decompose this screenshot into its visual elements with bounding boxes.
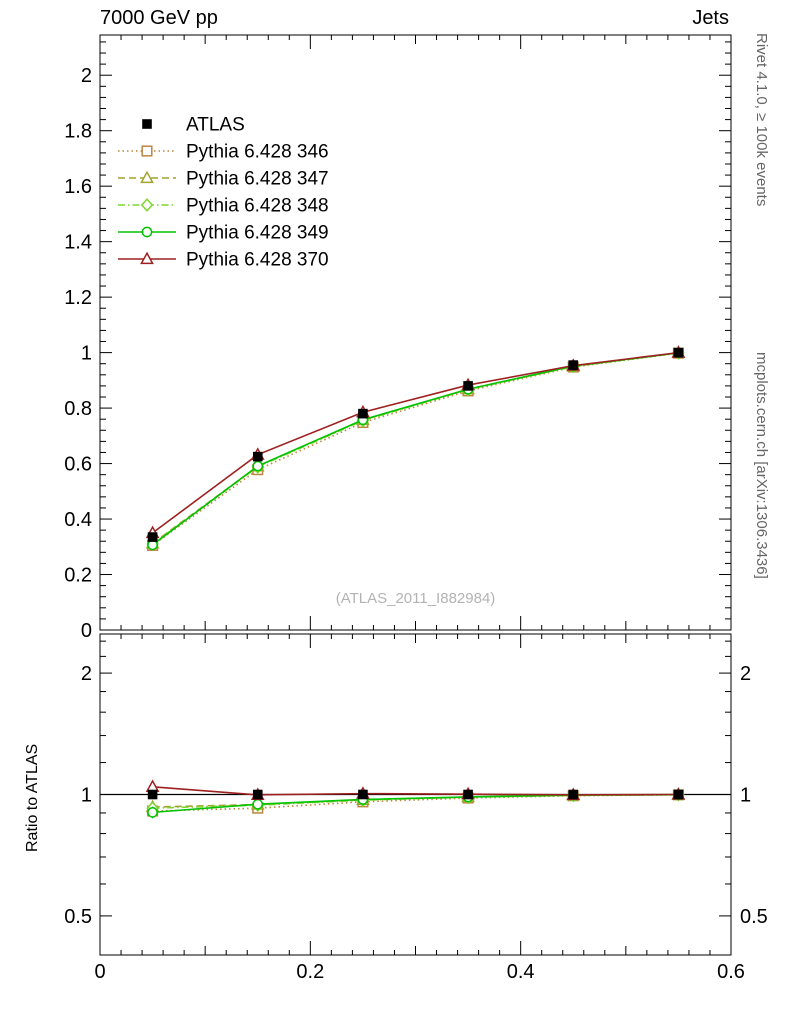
series-pythia-6.428-370	[145, 779, 686, 801]
main-y-tick-label: 1	[81, 343, 92, 365]
x-tick-label: 0	[94, 961, 105, 983]
legend-item-2: Pythia 6.428 347	[118, 169, 329, 190]
ratio-y-tick-label-left: 0.5	[64, 906, 92, 928]
main-y-tick-label: 0.6	[64, 454, 92, 476]
ratio-y-tick-label-right: 0.5	[740, 906, 768, 928]
main-y-tick-labels: 0 0.2 0.4 0.6 0.8 1 1.2 1.4 1.6 1.8 2	[64, 65, 92, 642]
main-y-tick-label: 1.4	[64, 232, 92, 254]
legend-item-4: Pythia 6.428 349	[118, 223, 329, 244]
series-atlas	[147, 347, 684, 542]
axis-ticks	[99, 35, 732, 956]
ratio-y-tick-labels: 0.5 0.5 1 1 2 2	[64, 663, 768, 928]
main-y-tick-label: 0.8	[64, 398, 92, 420]
series-pythia-6.428-346	[147, 347, 684, 551]
x-tick-label: 0.6	[717, 961, 745, 983]
legend-item-1: Pythia 6.428 346	[118, 142, 329, 163]
legend-item-3: Pythia 6.428 348	[118, 196, 329, 217]
plot-title-right: Jets	[692, 7, 729, 29]
main-y-tick-label: 1.8	[64, 121, 92, 143]
legend-label: Pythia 6.428 348	[186, 196, 329, 217]
main-y-tick-label: 0	[81, 620, 92, 642]
ratio-y-tick-label-left: 2	[81, 663, 92, 685]
series-atlas	[147, 789, 684, 800]
legend-label: Pythia 6.428 370	[186, 250, 329, 271]
x-tick-label: 0.2	[296, 961, 324, 983]
plot-title-left: 7000 GeV pp	[100, 7, 218, 29]
main-y-tick-label: 2	[81, 65, 92, 87]
main-y-tick-label: 0.2	[64, 565, 92, 587]
main-y-tick-label: 0.4	[64, 509, 92, 531]
ratio-y-tick-label-left: 1	[81, 785, 92, 807]
legend-item-0: ATLAS	[142, 115, 245, 136]
main-y-tick-label: 1.2	[64, 287, 92, 309]
legend: ATLAS Pythia 6.428 346 Pythia 6.428 347 Pyt…	[118, 115, 329, 271]
legend-label: Pythia 6.428 346	[186, 142, 329, 163]
series-pythia-6.428-370	[145, 345, 686, 539]
analysis-watermark: (ATLAS_2011_I882984)	[335, 590, 496, 607]
x-tick-label: 0.4	[507, 961, 535, 983]
series-pythia-6.428-348	[146, 345, 685, 551]
series-pythia-6.428-349	[147, 347, 684, 551]
legend-label: Pythia 6.428 347	[186, 169, 329, 190]
x-axis-tick-labels: 0 0.2 0.4 0.6	[94, 961, 744, 983]
main-y-tick-label: 1.6	[64, 176, 92, 198]
legend-item-5: Pythia 6.428 370	[118, 250, 329, 271]
legend-label: Pythia 6.428 349	[186, 223, 329, 244]
ratio-y-tick-label-right: 2	[740, 663, 751, 685]
legend-label: ATLAS	[186, 115, 245, 136]
series-pythia-6.428-347	[145, 345, 686, 549]
ratio-y-tick-label-right: 1	[740, 785, 751, 807]
